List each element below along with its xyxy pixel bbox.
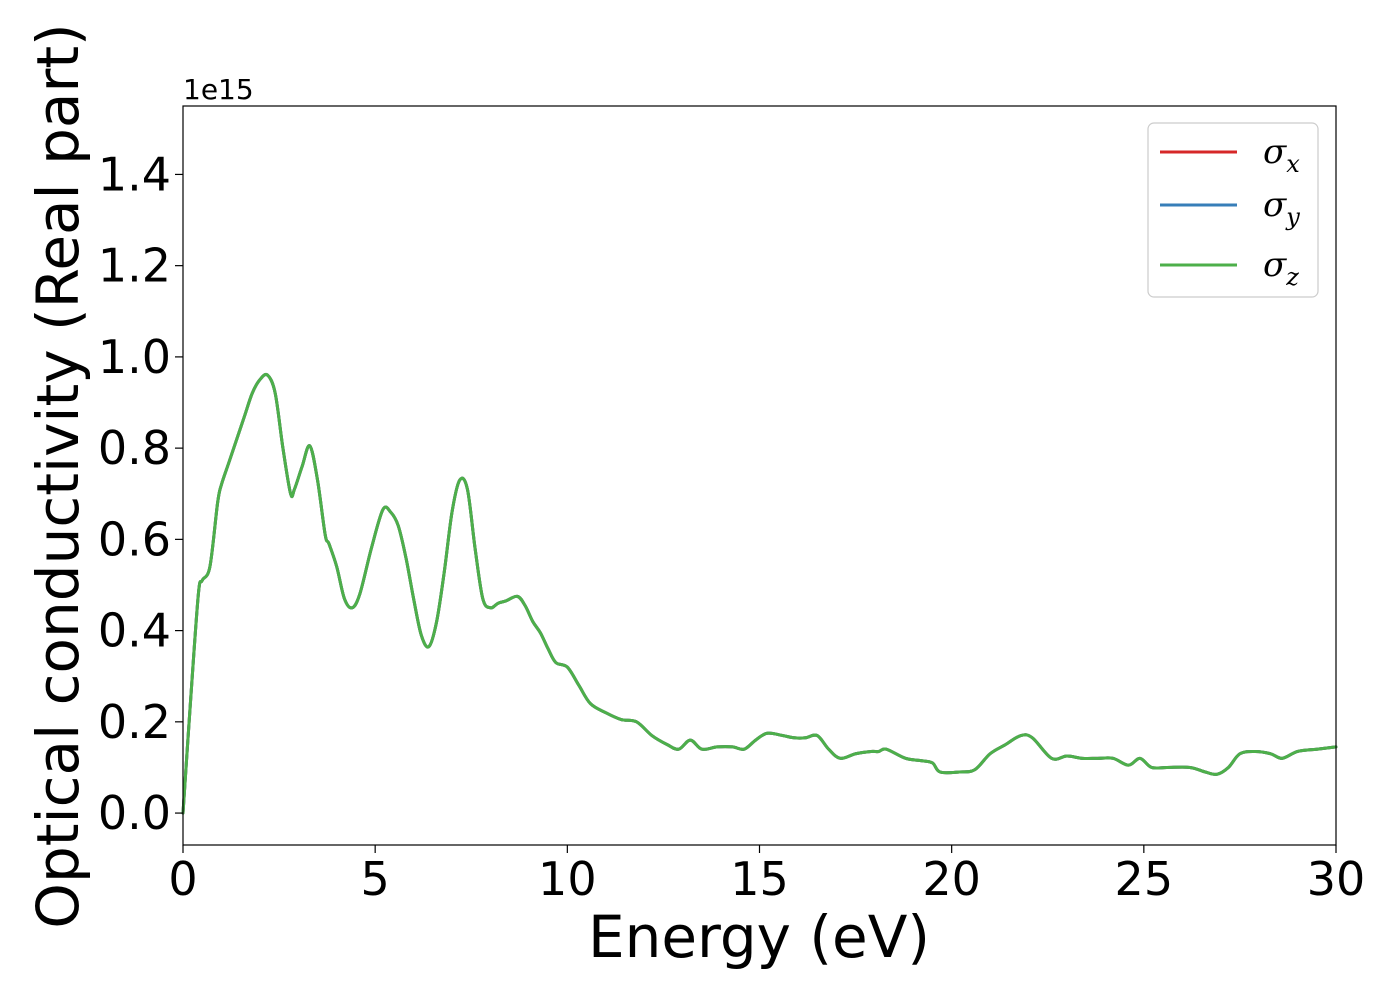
y-axis-title: Optical conductivity (Real part) — [24, 23, 92, 928]
x-axis-title: Energy (eV) — [588, 903, 930, 971]
x-tick-label: 30 — [1307, 852, 1366, 906]
x-tick-label: 25 — [1115, 852, 1174, 906]
x-tick-label: 10 — [538, 852, 597, 906]
legend-box — [1147, 122, 1319, 298]
x-tick-label: 5 — [361, 852, 390, 906]
legend: σx σy σz — [1147, 122, 1319, 298]
y-tick-label: 1.4 — [98, 147, 171, 201]
legend-label: σz — [1263, 245, 1299, 291]
series-layer — [181, 372, 1338, 815]
y-tick-label: 1.0 — [98, 330, 171, 384]
y-tick-label: 0.4 — [98, 604, 171, 658]
legend-label: σx — [1263, 132, 1300, 178]
x-axis-ticks: 0 5 10 15 20 25 30 — [168, 845, 1365, 906]
y-tick-label: 0.0 — [98, 786, 171, 840]
y-offset-label: 1e15 — [183, 73, 254, 106]
legend-items: σx σy σz — [1160, 132, 1300, 291]
x-tick-label: 0 — [168, 852, 197, 906]
y-tick-label: 1.2 — [98, 239, 171, 293]
x-tick-label: 20 — [922, 852, 981, 906]
y-tick-label: 0.8 — [98, 421, 171, 475]
x-tick-label: 15 — [730, 852, 789, 906]
series-line-3 — [181, 372, 1338, 815]
y-tick-label: 0.2 — [98, 695, 171, 749]
y-axis-ticks: 0.0 0.2 0.4 0.6 0.8 1.0 1.2 1.4 — [98, 147, 183, 840]
y-tick-label: 0.6 — [98, 512, 171, 566]
legend-label: σy — [1263, 185, 1300, 231]
